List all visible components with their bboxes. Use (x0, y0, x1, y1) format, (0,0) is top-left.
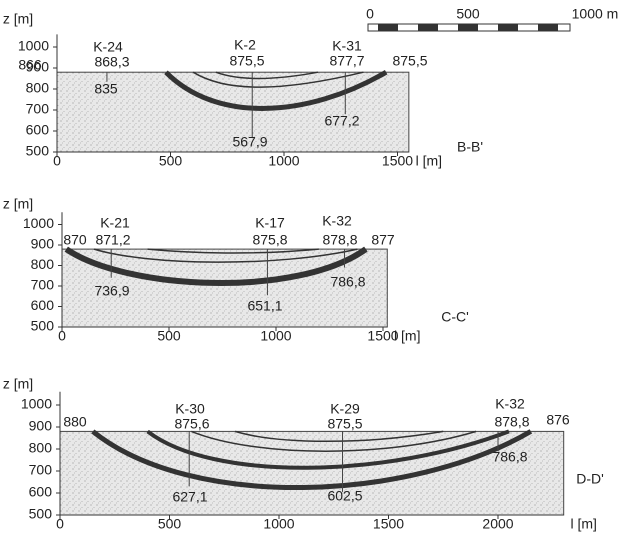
y-tick-label: 800 (29, 440, 53, 456)
x-tick-label: 0 (58, 328, 66, 344)
annotation: K-21 (100, 215, 130, 231)
y-tick-label: 900 (29, 418, 53, 434)
annotation: K-17 (255, 215, 285, 231)
annotation: 877 (371, 232, 395, 248)
annotation: 875,8 (252, 232, 287, 248)
x-tick-label: 1500 (373, 516, 404, 532)
scale-label: 500 (456, 6, 480, 22)
annotation: K-32 (322, 213, 352, 229)
annotation: 627,1 (172, 489, 207, 505)
y-tick-label: 600 (26, 122, 50, 138)
x-axis-label: l [m] (394, 328, 420, 344)
y-axis-label: z [m] (3, 376, 33, 392)
annotation: 878,8 (322, 232, 357, 248)
annotation: 871,2 (95, 232, 130, 248)
section-body (60, 431, 564, 515)
section-label: B-B' (457, 139, 483, 155)
y-tick-label: 1000 (18, 38, 49, 54)
y-axis-label: z [m] (3, 196, 33, 212)
annotation: 875,5 (229, 53, 264, 69)
section-label: C-C' (441, 309, 469, 325)
y-tick-label: 800 (26, 80, 50, 96)
annotation: K-30 (175, 401, 205, 417)
y-tick-label: 600 (31, 297, 55, 313)
y-tick-label: 600 (29, 484, 53, 500)
annotation: 677,2 (324, 113, 359, 129)
annotation: 876 (546, 412, 570, 428)
x-tick-label: 0 (56, 516, 64, 532)
y-tick-label: 500 (31, 318, 55, 334)
annotation: 567,9 (232, 134, 267, 150)
x-tick-label: 500 (158, 516, 182, 532)
annotation: K-24 (93, 39, 123, 55)
y-tick-label: 1000 (23, 215, 54, 231)
x-tick-label: 500 (159, 153, 183, 169)
annotation: K-29 (330, 401, 360, 417)
y-tick-label: 500 (26, 143, 50, 159)
figure: 0 500 1000 m 100090080070060050005001000… (0, 0, 627, 533)
section-label: D-D' (576, 471, 604, 487)
annotation: 870 (63, 232, 87, 248)
x-axis-label: l [m] (416, 153, 442, 169)
annotation: K-32 (495, 396, 525, 412)
x-tick-label: 1500 (382, 153, 413, 169)
annotation: K-2 (234, 37, 256, 53)
y-tick-label: 800 (31, 256, 55, 272)
y-tick-label: 900 (31, 236, 55, 252)
scale-label: 0 (366, 6, 374, 22)
annotation: 875,5 (327, 416, 362, 432)
annotation: 866 (18, 57, 42, 73)
y-tick-label: 700 (31, 277, 55, 293)
annotation: 875,6 (174, 416, 209, 432)
annotation: 880 (63, 414, 87, 430)
y-axis-label: z [m] (3, 11, 33, 27)
x-tick-label: 1000 (260, 328, 291, 344)
annotation: 868,3 (94, 54, 129, 70)
annotation: 736,9 (94, 283, 129, 299)
x-tick-label: 1000 (268, 153, 299, 169)
x-tick-label: 0 (53, 153, 61, 169)
annotation: 875,5 (392, 53, 427, 69)
annotation: 786,8 (330, 274, 365, 290)
annotation: 877,7 (329, 53, 364, 69)
x-tick-label: 2000 (482, 516, 513, 532)
y-tick-label: 1000 (21, 396, 52, 412)
y-tick-label: 700 (26, 101, 50, 117)
x-tick-label: 500 (157, 328, 181, 344)
y-tick-label: 700 (29, 462, 53, 478)
annotation: 786,8 (492, 449, 527, 465)
annotation: K-31 (332, 38, 362, 54)
scale-label: 1000 m (572, 6, 619, 22)
scale-bar: 0 500 1000 m (366, 6, 618, 31)
annotation: 602,5 (327, 488, 362, 504)
x-tick-label: 1000 (263, 516, 294, 532)
y-tick-label: 500 (29, 506, 53, 522)
x-axis-label: l [m] (570, 516, 596, 532)
annotation: 651,1 (247, 298, 282, 314)
annotation: 835 (94, 81, 118, 97)
annotation: 878,8 (494, 414, 529, 430)
